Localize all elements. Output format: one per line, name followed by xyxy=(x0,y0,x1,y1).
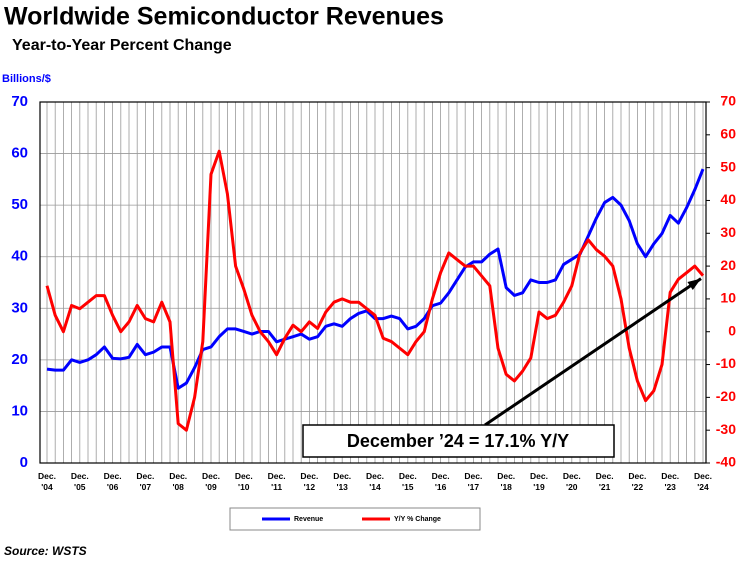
annotation-box xyxy=(302,424,615,458)
y-tick-label: 10 xyxy=(11,402,28,419)
x-tick-label: Dec. '07 xyxy=(136,471,155,492)
y2-tick-label: 60 xyxy=(720,126,736,142)
y-tick-label: 30 xyxy=(11,299,28,316)
arrow-head xyxy=(687,278,701,290)
x-tick-label: Dec. '19 xyxy=(530,471,548,492)
y-tick-label: 0 xyxy=(20,454,28,471)
x-tick-label: Dec. '09 xyxy=(202,471,220,492)
y2-tick-label: 50 xyxy=(720,158,736,174)
chart-title: Worldwide Semiconductor Revenues xyxy=(4,3,444,31)
legend-label: Revenue xyxy=(294,516,323,523)
y-tick-label: 60 xyxy=(11,145,28,162)
y2-tick-label: -40 xyxy=(716,454,736,470)
legend-label: Y/Y % Change xyxy=(394,516,441,523)
plot-frame xyxy=(39,101,707,464)
y-tick-label: 70 xyxy=(11,93,28,110)
y2-tick-label: 0 xyxy=(728,322,736,338)
x-tick-label: Dec. '20 xyxy=(562,471,581,492)
y2-tick-label: 30 xyxy=(720,224,736,240)
annotation: December ’24 = 17.1% Y/Y xyxy=(347,431,569,451)
x-tick-label: Dec. '18 xyxy=(497,471,516,492)
x-tick-label: Dec. '13 xyxy=(333,471,352,492)
series-line xyxy=(45,149,705,432)
y-tick-label: 20 xyxy=(11,351,28,368)
y2-tick-label: -30 xyxy=(716,421,736,437)
y2-tick-label: 10 xyxy=(720,290,736,306)
annotation-arrow xyxy=(484,277,702,427)
y2-tick-label: 70 xyxy=(720,93,736,109)
x-tick-label: Dec. '04 xyxy=(38,471,56,492)
x-tick-label: Dec. '05 xyxy=(70,471,89,492)
x-tick-label: Dec. '14 xyxy=(366,471,384,492)
x-tick-label: Dec. '06 xyxy=(103,471,122,492)
y2-tick-label: -20 xyxy=(716,388,736,404)
y-tick-label: 50 xyxy=(11,196,28,213)
legend xyxy=(229,507,481,531)
chart-subtitle: Year-to-Year Percent Change xyxy=(12,37,232,54)
y2-tick-label: 40 xyxy=(720,191,736,207)
x-tick-label: Dec. '22 xyxy=(628,471,647,492)
x-tick-label: Dec. '16 xyxy=(431,471,450,492)
x-tick-label: Dec. '08 xyxy=(169,471,188,492)
x-tick-label: Dec. '12 xyxy=(300,471,319,492)
x-tick-label: Dec. '11 xyxy=(267,471,286,492)
y-axis-label: Billions/$ xyxy=(2,73,51,85)
x-tick-label: Dec. '24 xyxy=(694,471,712,492)
x-tick-label: Dec. '10 xyxy=(234,471,253,492)
y-tick-label: 40 xyxy=(11,248,28,265)
x-tick-label: Dec. '23 xyxy=(661,471,680,492)
x-tick-label: Dec. '15 xyxy=(398,471,417,492)
x-tick-label: Dec. '17 xyxy=(464,471,483,492)
y2-tick-label: 20 xyxy=(720,257,736,273)
y2-tick-label: -10 xyxy=(716,355,736,371)
x-tick-label: Dec. '21 xyxy=(595,471,614,492)
source: Source: WSTS xyxy=(4,544,87,558)
